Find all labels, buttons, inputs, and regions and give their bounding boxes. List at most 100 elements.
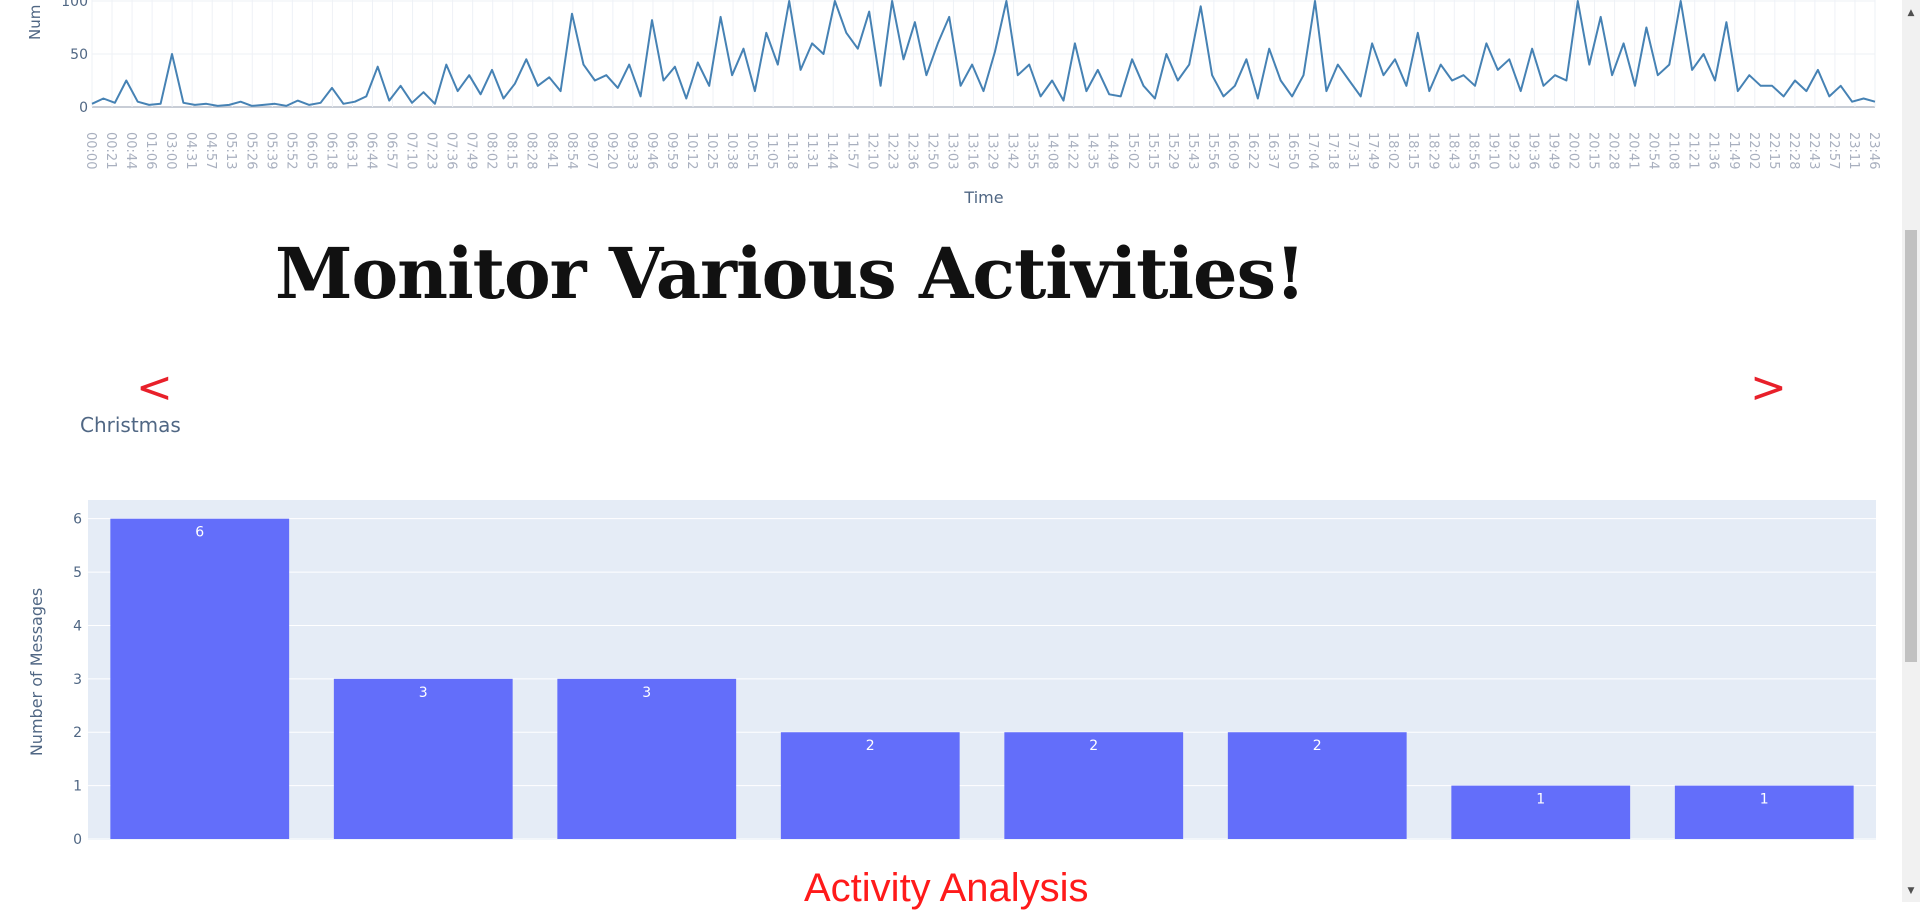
bar[interactable]: [557, 678, 737, 839]
scroll-up-icon[interactable]: ▲: [1907, 8, 1915, 18]
x-tick-label: 13:55: [1025, 132, 1040, 169]
scroll-down-icon[interactable]: ▼: [1907, 886, 1915, 896]
x-tick-label: 07:10: [404, 132, 419, 169]
x-tick-label: 00:00: [83, 132, 98, 169]
x-tick-label: 08:15: [504, 132, 519, 169]
x-tick-label: 17:31: [1345, 132, 1360, 169]
x-tick-label: 19:23: [1505, 132, 1520, 169]
x-tick-label: 09:33: [624, 132, 639, 169]
y-tick-label: 1: [73, 779, 82, 795]
x-tick-label: 19:36: [1525, 132, 1540, 169]
x-tick-label: 09:46: [644, 132, 659, 169]
y-axis-label: Num: [26, 5, 44, 40]
y-tick-label: 5: [73, 565, 82, 581]
timeline-series-line: [91, 0, 1876, 107]
bar[interactable]: [1451, 785, 1631, 839]
x-tick-label: 11:57: [844, 132, 859, 169]
x-tick-label: 01:06: [143, 132, 158, 169]
x-tick-label: 22:43: [1806, 132, 1821, 169]
x-tick-label: 15:15: [1145, 132, 1160, 169]
x-tick-label: 18:56: [1465, 132, 1480, 169]
y-tick-label: 6: [73, 512, 82, 528]
x-tick-label: 14:49: [1105, 132, 1120, 169]
x-tick-label: 13:42: [1005, 132, 1020, 169]
x-tick-label: 06:44: [363, 132, 378, 169]
x-tick-label: 17:04: [1305, 132, 1320, 169]
y-tick-label: 2: [73, 725, 82, 741]
carousel-next-button[interactable]: >: [1750, 362, 1787, 413]
bar-data-label: 6: [195, 525, 204, 541]
bar[interactable]: [333, 678, 513, 839]
x-tick-label: 10:25: [704, 132, 719, 169]
x-tick-label: 09:07: [584, 132, 599, 169]
y-tick-label: 3: [73, 672, 82, 688]
bar[interactable]: [1227, 732, 1407, 839]
x-tick-label: 06:31: [343, 132, 358, 169]
x-tick-label: 11:05: [764, 132, 779, 169]
messages-bar-chart[interactable]: 0 1 2 3 4 5 6 6 3 3 2 2 2 1 1 Number of Messages: [0, 490, 1900, 860]
bar[interactable]: [110, 518, 290, 839]
x-tick-label: 11:44: [824, 132, 839, 169]
x-tick-label: 06:57: [384, 132, 399, 169]
bar-data-label: 3: [642, 685, 651, 701]
bar[interactable]: [1674, 785, 1854, 839]
y-tick-label: 50: [70, 47, 88, 63]
x-tick-label: 20:41: [1626, 132, 1641, 169]
x-tick-label: 15:43: [1185, 132, 1200, 169]
x-tick-label: 05:13: [223, 132, 238, 169]
x-tick-label: 14:22: [1065, 132, 1080, 169]
x-tick-label: 17:49: [1365, 132, 1380, 169]
x-tick-label: 18:02: [1385, 132, 1400, 169]
x-tick-label: 08:28: [524, 132, 539, 169]
section-title: Activity Analysis: [804, 866, 1089, 910]
x-tick-label: 12:36: [904, 132, 919, 169]
x-tick-label: 19:10: [1485, 132, 1500, 169]
x-tick-label: 03:00: [163, 132, 178, 169]
x-tick-label: 08:54: [564, 132, 579, 169]
x-tick-label: 20:15: [1586, 132, 1601, 169]
activity-timeline-chart[interactable]: 0 50 100 00:00 00:21 00:44 01:06 03:00 04:31 04:…: [0, 0, 1900, 210]
x-tick-label: 11:18: [784, 132, 799, 169]
carousel-current-label: Christmas: [80, 413, 181, 437]
x-tick-label: 08:41: [544, 132, 559, 169]
x-tick-label: 21:49: [1726, 132, 1741, 169]
x-tick-label: 19:49: [1545, 132, 1560, 169]
y-tick-label: 0: [73, 832, 82, 848]
y-tick-label: 0: [79, 100, 88, 116]
page-title: Monitor Various Activities!: [275, 232, 1306, 315]
x-tick-label: 15:29: [1165, 132, 1180, 169]
x-tick-label: 00:44: [123, 132, 138, 169]
x-tick-label: 18:15: [1405, 132, 1420, 169]
x-tick-label: 13:16: [964, 132, 979, 169]
y-tick-label: 4: [73, 618, 82, 634]
x-tick-label: 22:28: [1786, 132, 1801, 169]
x-tick-label: 06:05: [303, 132, 318, 169]
x-tick-label: 12:10: [864, 132, 879, 169]
x-tick-label: 18:29: [1425, 132, 1440, 169]
x-axis-label: Time: [963, 188, 1003, 207]
x-tick-label: 11:31: [804, 132, 819, 169]
x-tick-label: 05:52: [283, 132, 298, 169]
x-tick-label: 23:11: [1846, 132, 1861, 169]
x-tick-label: 16:09: [1225, 132, 1240, 169]
bar[interactable]: [1004, 732, 1184, 839]
bar-data-label: 2: [866, 738, 875, 754]
bar-data-label: 2: [1089, 738, 1098, 754]
x-tick-label: 06:18: [323, 132, 338, 169]
x-tick-label: 18:43: [1445, 132, 1460, 169]
x-tick-label: 08:02: [484, 132, 499, 169]
carousel-prev-button[interactable]: <: [136, 362, 173, 413]
x-tick-label: 13:03: [944, 132, 959, 169]
x-tick-label: 09:20: [604, 132, 619, 169]
bar-data-label: 1: [1536, 792, 1545, 808]
x-tick-label: 21:08: [1666, 132, 1681, 169]
x-tick-label: 20:02: [1565, 132, 1580, 169]
x-tick-label: 07:23: [424, 132, 439, 169]
x-tick-label: 17:18: [1325, 132, 1340, 169]
x-tick-label: 16:22: [1245, 132, 1260, 169]
y-tick-label: 100: [61, 0, 88, 10]
x-tick-label: 10:51: [744, 132, 759, 169]
scrollbar-thumb[interactable]: [1905, 230, 1917, 662]
bar[interactable]: [780, 732, 960, 839]
x-tick-label: 22:57: [1826, 132, 1841, 169]
